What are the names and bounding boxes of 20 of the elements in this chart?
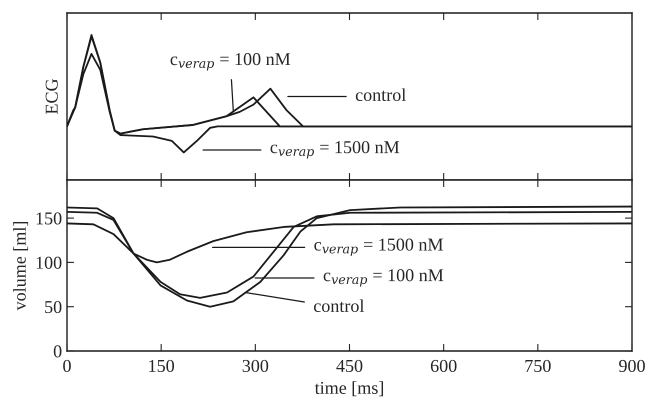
x-tick-label: 300 xyxy=(242,360,268,372)
x-tick-label: 600 xyxy=(430,360,457,372)
y-tick-label: 150 xyxy=(36,212,62,225)
y-axis-title: ECG xyxy=(46,79,58,114)
x-tick-label: 150 xyxy=(149,360,174,372)
annotation: c$_{verap}$ = 100 nM xyxy=(170,53,290,70)
x-tick-label: 900 xyxy=(619,360,645,372)
annotation: control xyxy=(356,88,406,102)
y-axis-title: volume [ml] xyxy=(13,222,28,310)
x-tick-label: 450 xyxy=(336,360,362,372)
y-tick-label: 0 xyxy=(54,345,62,358)
annotation: c$_{verap}$ = 1500 nM xyxy=(314,238,443,256)
x-tick-label: 0 xyxy=(63,360,71,372)
annotation: c$_{verap}$ = 1500 nM xyxy=(270,141,400,159)
annotation: control xyxy=(314,299,364,312)
x-axis-title: time [ms] xyxy=(314,381,384,396)
x-tick-label: 750 xyxy=(525,360,551,372)
annotation: c$_{verap}$ = 100 nM xyxy=(324,269,444,287)
y-tick-label: 50 xyxy=(45,300,62,314)
y-tick-label: 100 xyxy=(36,256,62,269)
